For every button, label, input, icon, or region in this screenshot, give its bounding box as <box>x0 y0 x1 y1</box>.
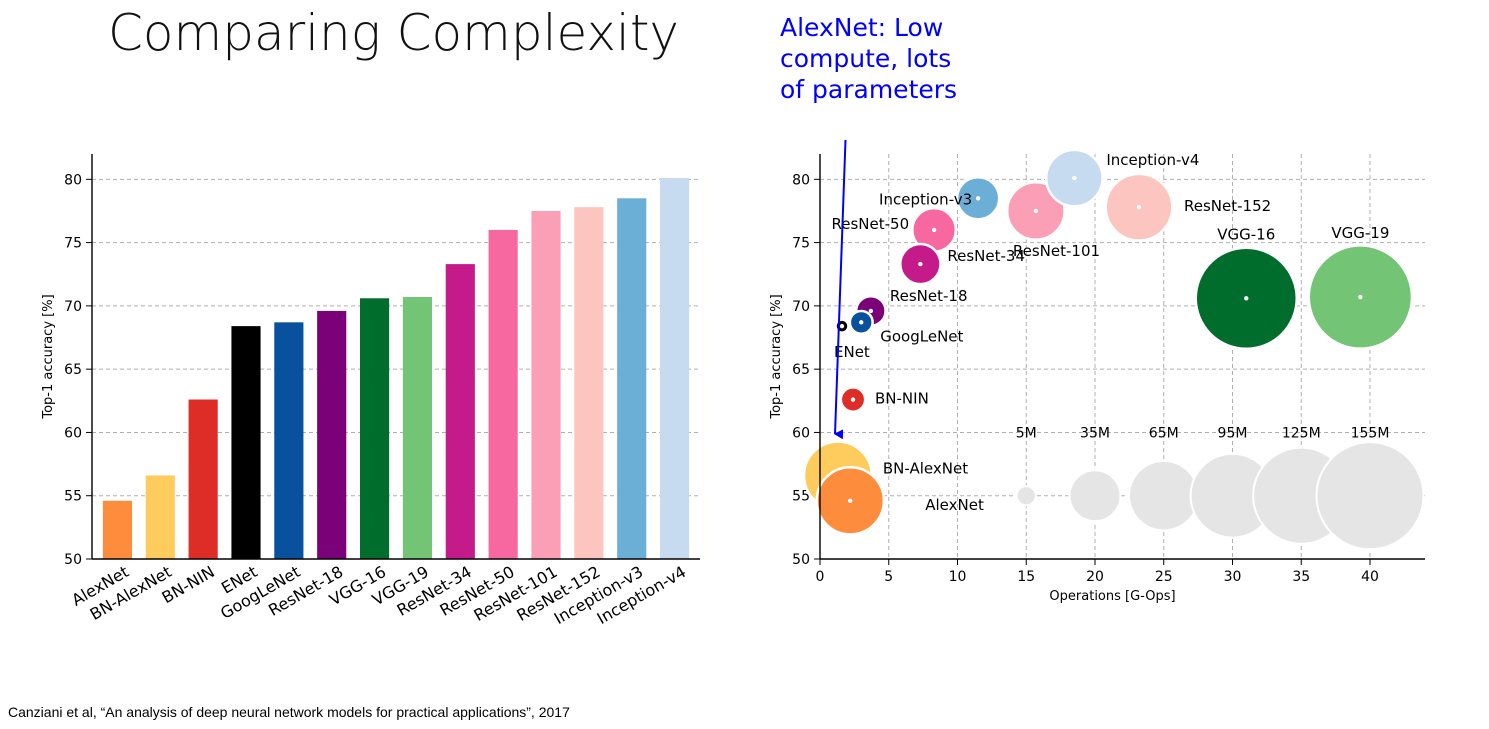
bar <box>188 399 218 559</box>
citation: Canziani et al, “An analysis of deep neu… <box>8 704 570 720</box>
bubble-center-dot <box>1136 204 1142 210</box>
bubble-center-dot <box>975 196 981 201</box>
size-legend-bubble <box>1315 441 1425 551</box>
bar <box>231 326 261 559</box>
size-legend-label: 155M <box>1351 426 1390 442</box>
x-tick-label: 5 <box>884 569 893 585</box>
point-label: ResNet-34 <box>947 247 1025 265</box>
y-tick-label: 50 <box>792 552 810 568</box>
bar <box>531 210 561 559</box>
bubble-center-dot <box>918 261 923 267</box>
point-label: ResNet-18 <box>890 287 968 305</box>
y-tick-label: 60 <box>792 425 810 441</box>
x-tick-label: 10 <box>949 569 967 585</box>
callout-arrow <box>834 140 847 440</box>
size-legend-label: 35M <box>1080 426 1110 442</box>
y-tick-label: 75 <box>792 236 810 252</box>
bar <box>145 475 175 559</box>
y-tick-label: 70 <box>64 299 82 315</box>
point-label: ResNet-152 <box>1184 197 1271 215</box>
x-tick-label: 20 <box>1086 569 1104 585</box>
bar <box>617 198 647 559</box>
callout-line: compute, lots <box>780 44 952 73</box>
size-legend-label: 95M <box>1218 426 1248 442</box>
size-legend-label: 125M <box>1282 426 1321 442</box>
y-axis-label: Top-1 accuracy [%] <box>41 294 56 419</box>
bubble-center-dot <box>1072 175 1077 181</box>
bubble-center-dot <box>848 498 853 503</box>
callout-annotation: AlexNet: Low compute, lots of parameters <box>780 12 1000 105</box>
y-tick-label: 65 <box>64 362 82 378</box>
bar <box>574 207 604 559</box>
x-tick-label: 40 <box>1361 569 1379 585</box>
bubble-center-dot <box>1244 296 1249 301</box>
bubble-center-dot <box>1033 208 1039 214</box>
x-tick-label: 25 <box>1155 569 1173 585</box>
bubble-center-dot <box>868 308 874 314</box>
size-legend-label: 5M <box>1016 426 1037 442</box>
point-label: GoogLeNet <box>880 327 963 345</box>
bubble-center-dot <box>931 227 937 233</box>
bubble-center-dot <box>1358 294 1363 300</box>
bar <box>317 310 347 559</box>
x-tick-label: 15 <box>1017 569 1035 585</box>
bar <box>102 500 132 559</box>
bubble-center-dot <box>839 323 845 329</box>
x-axis-label: Operations [G-Ops] <box>1049 589 1175 604</box>
accuracy-vs-operations-bubble-chart: 50 55 60 65 70 75 80 0 5 10 15 20 25 30 35 40 5M 35M 65M 95… <box>769 140 1425 604</box>
size-legend-bubble <box>1128 460 1200 532</box>
x-tick-label: 30 <box>1224 569 1242 585</box>
callout-line: of parameters <box>780 75 958 104</box>
bar <box>274 322 304 559</box>
size-legend-label: 65M <box>1149 426 1179 442</box>
slide-title: Comparing Complexity <box>108 4 680 62</box>
bar <box>360 298 390 559</box>
size-legend-bubble <box>1015 485 1037 507</box>
point-label: Inception-v3 <box>879 190 972 208</box>
point-label: AlexNet <box>925 496 984 514</box>
size-legend-bubble <box>1068 469 1122 523</box>
y-tick-label: 50 <box>64 552 82 568</box>
x-tick-label: 0 <box>816 569 825 585</box>
y-tick-label: 55 <box>64 489 82 505</box>
x-tick-label: 35 <box>1292 569 1310 585</box>
y-tick-label: 55 <box>792 489 810 505</box>
point-label: BN-NIN <box>875 390 929 408</box>
point-label: ResNet-101 <box>1013 242 1100 260</box>
bar <box>488 229 518 559</box>
bubble-center-dot <box>850 397 856 402</box>
callout-line: AlexNet: Low <box>780 13 944 42</box>
point-label: ENet <box>834 343 870 361</box>
y-axis-label: Top-1 accuracy [%] <box>769 294 784 419</box>
point-label: VGG-16 <box>1217 225 1275 243</box>
y-tick-label: 80 <box>792 172 810 188</box>
bar <box>402 297 432 559</box>
bubble-center-dot <box>859 320 864 325</box>
y-tick-label: 65 <box>792 362 810 378</box>
y-tick-label: 70 <box>792 299 810 315</box>
bar <box>445 264 475 559</box>
point-label: ResNet-50 <box>832 215 910 233</box>
y-tick-label: 80 <box>64 172 82 188</box>
point-label: Inception-v4 <box>1106 151 1199 169</box>
y-tick-label: 75 <box>64 236 82 252</box>
bar <box>660 178 690 559</box>
point-label: BN-AlexNet <box>883 459 968 477</box>
point-label: VGG-19 <box>1331 224 1389 242</box>
y-tick-label: 60 <box>64 425 82 441</box>
